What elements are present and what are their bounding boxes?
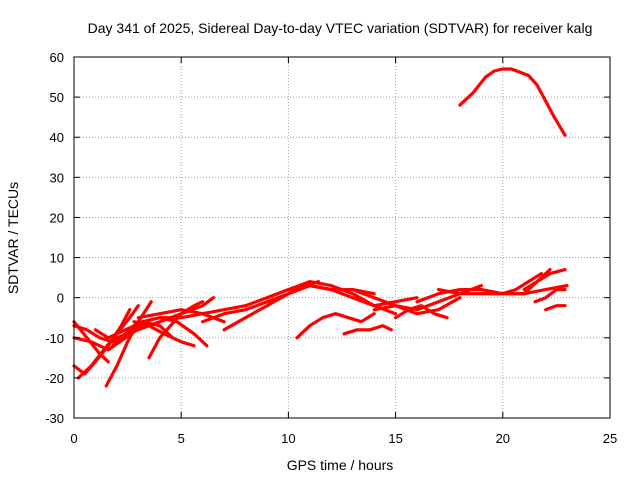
y-tick-label: -20 (45, 371, 64, 386)
series-line-s24 (415, 288, 505, 304)
series-line-s30 (544, 304, 567, 312)
series-line-s19 (342, 324, 393, 336)
grid (74, 57, 610, 418)
x-tick-label: 20 (496, 431, 510, 446)
y-tick-label: 60 (50, 50, 64, 65)
x-tick-label: 25 (603, 431, 617, 446)
series-line-s5 (76, 304, 140, 380)
y-tick-label: 20 (50, 210, 64, 225)
x-tick-label: 15 (388, 431, 402, 446)
y-tick-label: 50 (50, 90, 64, 105)
y-tick-label: -10 (45, 331, 64, 346)
series-line-s1 (458, 67, 567, 137)
series-line-s27 (501, 272, 544, 296)
series-line-s28 (522, 268, 567, 292)
series-line-s10 (147, 300, 205, 360)
y-tick-label: -30 (45, 411, 64, 426)
series-line-s6 (72, 320, 110, 364)
series-layer (72, 67, 569, 388)
x-tick-label: 10 (281, 431, 295, 446)
series-line-s29 (533, 288, 567, 304)
tick-labels: 0 5 10 15 20 25 -30 -20 -10 0 10 20 30 40 50 60 (45, 50, 617, 446)
chart-title: Day 341 of 2025, Sidereal Day-to-day VTE… (88, 20, 593, 36)
series-line-s8 (93, 320, 175, 340)
series-line-s16 (222, 284, 376, 332)
plot-frame (73, 56, 611, 419)
series-line-s18 (295, 312, 376, 340)
series-line-s7 (104, 300, 153, 388)
ticks (73, 56, 611, 419)
y-tick-label: 40 (50, 130, 64, 145)
y-axis-label: SDTVAR / TECUs (5, 182, 21, 294)
x-axis-label: GPS time / hours (287, 457, 394, 473)
series-line-s12 (132, 320, 196, 348)
y-tick-label: 30 (50, 170, 64, 185)
series-line-s13 (136, 308, 226, 324)
series-line-s20 (308, 284, 419, 308)
x-tick-label: 0 (70, 431, 77, 446)
series-line-s22 (372, 296, 462, 316)
series-line-s23 (394, 304, 449, 320)
y-tick-label: 10 (50, 251, 64, 266)
y-tick-label: 0 (57, 291, 64, 306)
x-tick-label: 5 (178, 431, 185, 446)
